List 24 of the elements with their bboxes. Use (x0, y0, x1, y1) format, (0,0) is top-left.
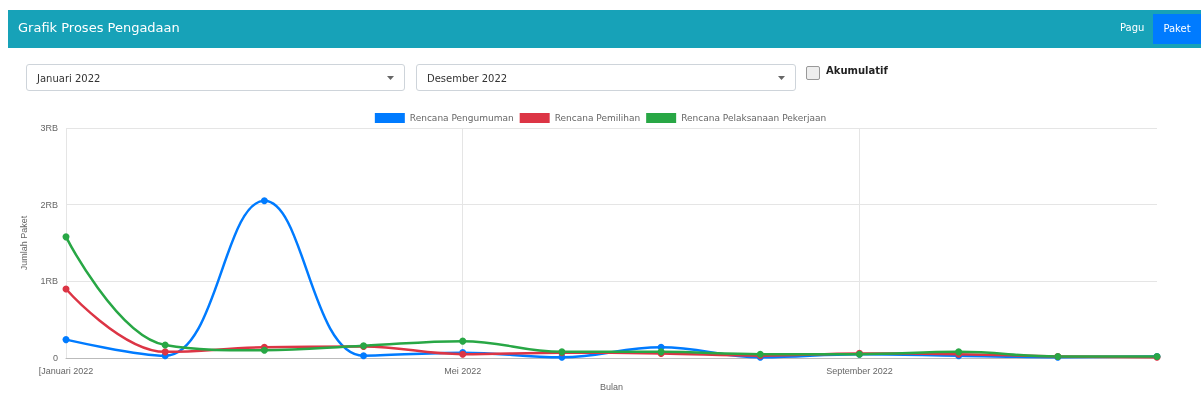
legend-label: Rencana Pengumuman (409, 113, 514, 123)
legend-label: Rencana Pemilihan (554, 113, 641, 123)
x-axis-title: Bulan (599, 381, 624, 392)
button: Paket (1153, 14, 1201, 44)
point (161, 348, 169, 356)
y-axis-title: Jumlah Paket (18, 215, 29, 271)
y-tick-label: 3RB (40, 123, 58, 133)
x-tick-label: [Januari 2022 (38, 365, 94, 376)
dropdown: Desember 2022 (416, 64, 796, 91)
point (459, 337, 467, 345)
chart-title: Grafik Proses Pengadaan (18, 20, 180, 35)
point (161, 341, 169, 349)
dropdown: Januari 2022 (26, 64, 405, 91)
text: Pagu (1120, 22, 1145, 33)
y-tick-label: 1RB (40, 276, 58, 287)
y-tick-label: 0 (52, 353, 58, 363)
x-tick-label: Mei 2022 (444, 365, 482, 376)
legend-label: Rencana Pelaksanaan Pekerjaan (681, 113, 827, 123)
point (62, 336, 70, 344)
x-tick-label: September 2022 (826, 365, 893, 376)
text: Akumulatif (826, 65, 888, 76)
point (360, 352, 368, 360)
y-tick-label: 2RB (40, 199, 58, 210)
point (260, 197, 268, 205)
